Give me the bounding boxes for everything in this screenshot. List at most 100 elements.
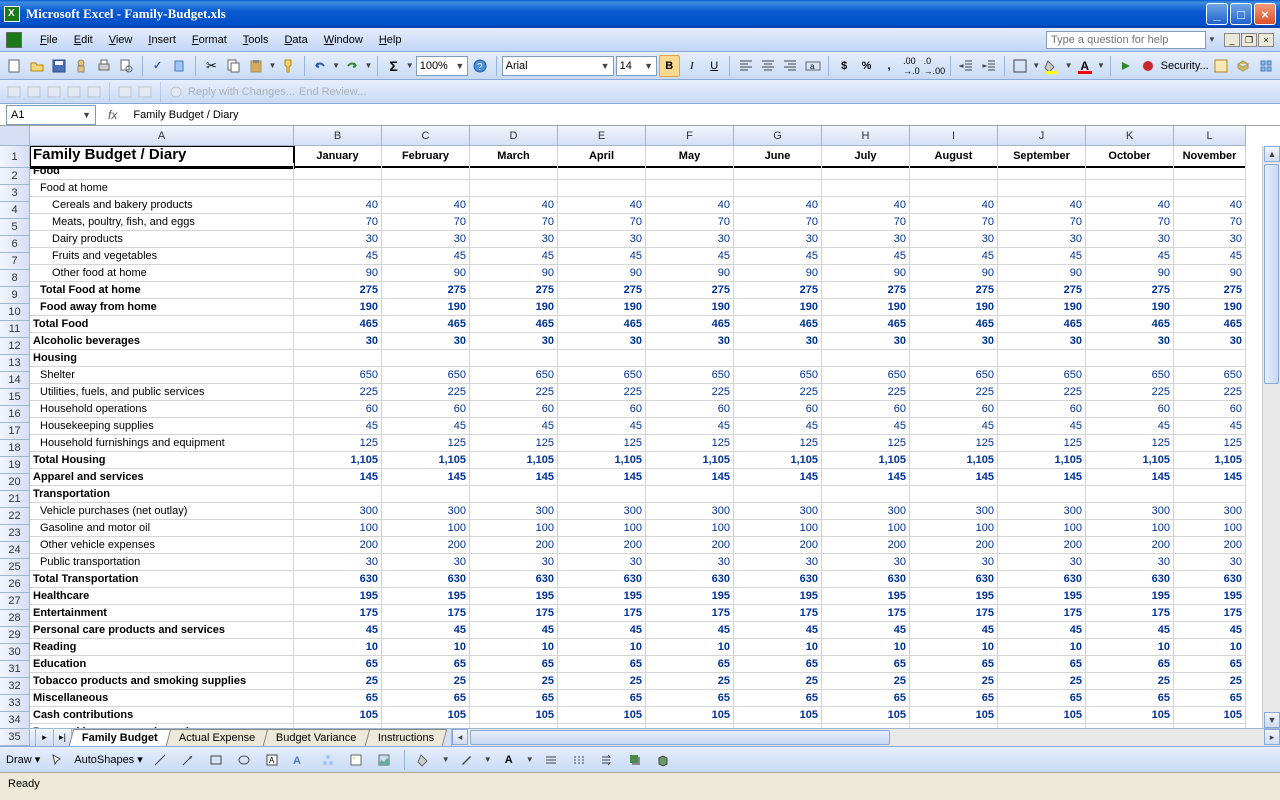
cell[interactable]: 145 xyxy=(1086,469,1174,486)
autoshapes-menu[interactable]: AutoShapes ▾ xyxy=(74,753,143,766)
cell[interactable]: Total Food xyxy=(30,316,294,333)
cell[interactable]: Gasoline and motor oil xyxy=(30,520,294,537)
select-all-corner[interactable] xyxy=(0,126,30,146)
menu-view[interactable]: View xyxy=(101,31,141,49)
cell[interactable]: 195 xyxy=(1174,588,1246,605)
cell[interactable]: 125 xyxy=(558,435,646,452)
cell[interactable]: 145 xyxy=(382,469,470,486)
cell[interactable]: 45 xyxy=(910,622,998,639)
cell[interactable]: 60 xyxy=(910,401,998,418)
cell[interactable]: 105 xyxy=(822,707,910,724)
cell[interactable]: 630 xyxy=(1174,571,1246,588)
row-header-18[interactable]: 18 xyxy=(0,440,30,457)
cell[interactable]: 30 xyxy=(910,231,998,248)
cell[interactable]: Utilities, fuels, and public services xyxy=(30,384,294,401)
design-mode-button[interactable] xyxy=(1256,55,1276,77)
cell[interactable]: 100 xyxy=(558,520,646,537)
cell[interactable]: 70 xyxy=(558,214,646,231)
cell[interactable] xyxy=(558,350,646,367)
cell[interactable] xyxy=(646,350,734,367)
cell[interactable]: 65 xyxy=(470,656,558,673)
format-painter-button[interactable] xyxy=(278,55,298,77)
cell[interactable]: 650 xyxy=(470,367,558,384)
cell[interactable]: 45 xyxy=(734,622,822,639)
cell[interactable]: 40 xyxy=(558,197,646,214)
cell[interactable]: 10 xyxy=(910,639,998,656)
paste-button[interactable] xyxy=(246,55,266,77)
cell[interactable]: 650 xyxy=(382,367,470,384)
cell[interactable]: 225 xyxy=(734,384,822,401)
cell[interactable]: 275 xyxy=(1086,282,1174,299)
cell[interactable]: 25 xyxy=(294,673,382,690)
paste-dropdown-icon[interactable]: ▼ xyxy=(268,61,276,70)
cell[interactable]: 275 xyxy=(1174,282,1246,299)
row-header-34[interactable]: 34 xyxy=(0,712,30,729)
cell[interactable]: 65 xyxy=(470,690,558,707)
menu-format[interactable]: Format xyxy=(184,31,235,49)
cell[interactable] xyxy=(382,486,470,503)
cell[interactable]: 40 xyxy=(1086,197,1174,214)
cell[interactable]: 30 xyxy=(646,333,734,350)
row-header-22[interactable]: 22 xyxy=(0,508,30,525)
cell[interactable]: 190 xyxy=(558,299,646,316)
cell[interactable]: 225 xyxy=(910,384,998,401)
cell[interactable]: 125 xyxy=(998,435,1086,452)
font-color-button[interactable]: A xyxy=(1075,55,1095,77)
cell[interactable]: Miscellaneous xyxy=(30,690,294,707)
cell[interactable]: 1,105 xyxy=(910,452,998,469)
cell[interactable]: 465 xyxy=(1174,316,1246,333)
cell[interactable]: 65 xyxy=(1174,656,1246,673)
cell[interactable]: 30 xyxy=(998,554,1086,571)
cell[interactable]: 100 xyxy=(822,520,910,537)
cell[interactable]: 630 xyxy=(646,571,734,588)
formula-input[interactable] xyxy=(129,105,1280,125)
cell[interactable]: 175 xyxy=(558,605,646,622)
col-header-K[interactable]: K xyxy=(1086,126,1174,146)
cell[interactable]: 30 xyxy=(998,333,1086,350)
cell[interactable]: 300 xyxy=(910,503,998,520)
cell[interactable]: 30 xyxy=(1086,231,1174,248)
cell[interactable] xyxy=(734,486,822,503)
cell[interactable]: 25 xyxy=(646,673,734,690)
cell[interactable]: 125 xyxy=(822,435,910,452)
cell[interactable]: 45 xyxy=(734,418,822,435)
new-button[interactable] xyxy=(4,55,24,77)
cell[interactable]: 10 xyxy=(382,639,470,656)
fill-dropdown-icon[interactable]: ▼ xyxy=(1065,61,1073,70)
cell[interactable] xyxy=(294,180,382,197)
cell[interactable]: 1,105 xyxy=(734,452,822,469)
cell[interactable]: 30 xyxy=(822,231,910,248)
cell[interactable]: 65 xyxy=(734,656,822,673)
cell[interactable]: 145 xyxy=(998,469,1086,486)
cell[interactable]: 10 xyxy=(822,639,910,656)
cell[interactable]: 90 xyxy=(998,265,1086,282)
menu-data[interactable]: Data xyxy=(276,31,315,49)
cell[interactable]: 45 xyxy=(470,248,558,265)
col-header-G[interactable]: G xyxy=(734,126,822,146)
oval-button[interactable] xyxy=(233,749,255,771)
cell[interactable]: 65 xyxy=(294,656,382,673)
cell[interactable]: 105 xyxy=(294,707,382,724)
cell[interactable]: 275 xyxy=(822,282,910,299)
cell[interactable]: 190 xyxy=(646,299,734,316)
cell[interactable]: 70 xyxy=(822,214,910,231)
zoom-combo[interactable]: 100%▼ xyxy=(416,56,469,76)
cell[interactable]: 45 xyxy=(734,248,822,265)
cell[interactable]: 175 xyxy=(822,605,910,622)
cell[interactable]: 190 xyxy=(1086,299,1174,316)
cell[interactable]: 145 xyxy=(646,469,734,486)
cell[interactable] xyxy=(646,163,734,180)
cell[interactable] xyxy=(1086,163,1174,180)
autosum-dropdown-icon[interactable]: ▼ xyxy=(406,61,414,70)
cell[interactable] xyxy=(822,486,910,503)
cell[interactable]: 300 xyxy=(734,503,822,520)
cell[interactable] xyxy=(470,163,558,180)
cell[interactable]: 70 xyxy=(734,214,822,231)
cell[interactable]: 90 xyxy=(734,265,822,282)
row-header-28[interactable]: 28 xyxy=(0,610,30,627)
dash-style-button[interactable] xyxy=(568,749,590,771)
row-header-27[interactable]: 27 xyxy=(0,593,30,610)
cell[interactable]: 30 xyxy=(822,554,910,571)
cell[interactable]: 60 xyxy=(646,401,734,418)
cell[interactable]: 650 xyxy=(1086,367,1174,384)
